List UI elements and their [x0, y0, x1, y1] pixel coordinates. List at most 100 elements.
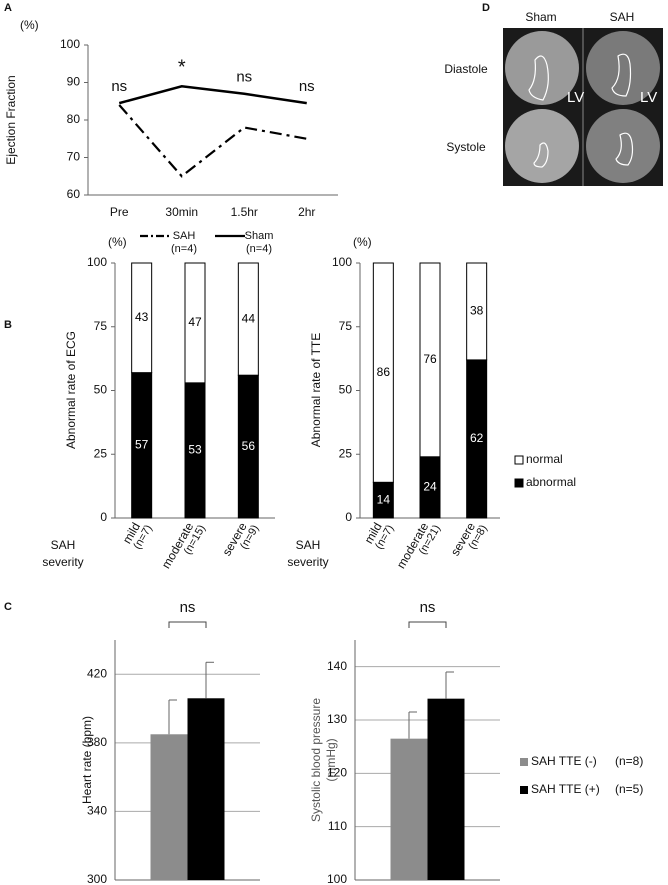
legend-note: (n=4): [246, 243, 272, 255]
y-tick-label: 380: [87, 735, 107, 749]
annotation: ns: [180, 599, 196, 616]
y-tick-label: 60: [67, 187, 81, 201]
panel-label: D: [482, 2, 490, 14]
column-label: SAH: [610, 10, 635, 24]
y-axis-label: Heart rate (bpm): [80, 716, 94, 804]
legend-swatch: [514, 478, 524, 488]
lv-outline: [533, 142, 549, 168]
legend-note: (n=4): [171, 243, 197, 255]
x-tick-label: 2hr: [298, 205, 315, 219]
image-panel: D Sham SAH Diastole Systole LV LV: [444, 2, 663, 186]
lv-outline: [611, 53, 632, 97]
legend-label: SAH TTE (+): [531, 782, 600, 796]
line: [118, 84, 307, 105]
line: [118, 104, 307, 178]
y-tick-label: 110: [328, 819, 347, 833]
legend-label: SAH TTE (-): [531, 754, 597, 768]
y-unit: (%): [108, 235, 127, 249]
x-axis-label: severity: [42, 555, 83, 569]
legend-note: (n=5): [615, 782, 643, 796]
bar-segment: [466, 262, 488, 361]
y-tick-label: 0: [345, 510, 352, 524]
annotation: ns: [420, 599, 436, 616]
y-tick-label: 100: [60, 37, 80, 51]
x-tick-label: Pre: [110, 205, 129, 219]
annotation: *: [178, 57, 186, 79]
value-label: 86: [377, 365, 391, 379]
angiogram: [586, 31, 660, 105]
annotation: ns: [299, 78, 315, 95]
y-axis-label: Systolic blood pressure: [309, 698, 323, 822]
y-tick-label: 100: [332, 255, 352, 269]
bar: [390, 738, 428, 880]
angiogram: [505, 31, 579, 105]
legend-swatch: [514, 455, 524, 465]
y-tick-label: 75: [339, 319, 353, 333]
value-label: 24: [423, 480, 437, 494]
panel-label: C: [4, 601, 12, 613]
y-tick-label: 25: [339, 446, 353, 460]
angiogram: [505, 109, 579, 183]
legend-label: normal: [526, 452, 563, 466]
bar-segment: [184, 262, 206, 384]
bar: [187, 698, 225, 880]
legend-swatch: [520, 758, 528, 766]
angiogram: [586, 109, 660, 183]
lv-label: LV: [567, 89, 584, 106]
y-tick-label: 420: [87, 666, 107, 680]
significance-bracket: [168, 621, 207, 628]
y-axis-unit: (mmHg): [324, 738, 338, 781]
y-tick-label: 100: [327, 872, 347, 885]
y-tick-label: 0: [100, 510, 107, 524]
panel-label: A: [4, 2, 12, 14]
bar-segment: [419, 262, 441, 458]
lv-label: LV: [640, 89, 657, 106]
y-tick-label: 50: [94, 383, 108, 397]
x-axis-label: severity: [287, 555, 328, 569]
y-tick-label: 25: [94, 446, 108, 460]
row-label: Systole: [446, 140, 486, 154]
x-axis-label: SAH: [51, 538, 76, 552]
x-axis-label: SAH: [296, 538, 321, 552]
bar-segment: [372, 262, 394, 483]
panel-label: B: [4, 319, 12, 331]
y-tick-label: 75: [94, 319, 108, 333]
annotation: ns: [111, 78, 127, 95]
bar: [150, 734, 188, 880]
bar-segment: [131, 262, 153, 374]
x-tick-label: 30min: [165, 205, 198, 219]
y-tick-label: 140: [327, 659, 347, 673]
x-tick-label: 1.5hr: [231, 205, 258, 219]
y-unit: (%): [353, 235, 372, 249]
value-label: 53: [188, 443, 202, 457]
y-tick-label: 340: [87, 804, 107, 818]
bar: [427, 698, 465, 880]
y-tick-label: 120: [327, 766, 347, 780]
value-label: 47: [188, 315, 202, 329]
row-label: Diastole: [444, 62, 488, 76]
legend-note: (n=8): [615, 754, 643, 768]
y-axis-label: Ejection Fraction: [4, 75, 18, 164]
legend-label: Sham: [245, 230, 274, 242]
column-label: Sham: [525, 10, 556, 24]
value-label: 76: [423, 352, 437, 366]
legend-label: abnormal: [526, 475, 576, 489]
y-tick-label: 90: [67, 75, 81, 89]
value-label: 44: [242, 311, 256, 325]
y-axis-label: Abnormal rate of ECG: [64, 331, 78, 449]
y-tick-label: 300: [87, 872, 107, 885]
y-tick-label: 130: [327, 712, 347, 726]
value-label: 62: [470, 431, 484, 445]
annotation: ns: [236, 69, 252, 86]
value-label: 14: [377, 492, 391, 506]
legend-swatch: [520, 786, 528, 794]
bar-segment: [237, 262, 259, 376]
y-unit: (%): [20, 18, 39, 32]
y-tick-label: 50: [339, 383, 353, 397]
y-tick-label: 70: [67, 150, 81, 164]
value-label: 56: [242, 439, 256, 453]
value-label: 57: [135, 437, 149, 451]
lv-outline: [528, 55, 549, 101]
significance-bracket: [408, 621, 447, 628]
